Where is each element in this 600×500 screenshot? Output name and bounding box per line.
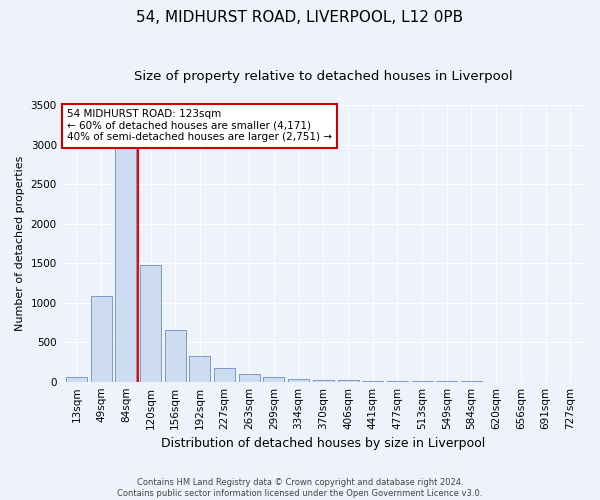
Bar xyxy=(239,374,260,382)
Bar xyxy=(140,264,161,382)
Text: 54, MIDHURST ROAD, LIVERPOOL, L12 0PB: 54, MIDHURST ROAD, LIVERPOOL, L12 0PB xyxy=(136,10,464,25)
X-axis label: Distribution of detached houses by size in Liverpool: Distribution of detached houses by size … xyxy=(161,437,485,450)
Text: Contains HM Land Registry data © Crown copyright and database right 2024.
Contai: Contains HM Land Registry data © Crown c… xyxy=(118,478,482,498)
Bar xyxy=(91,296,112,382)
Bar xyxy=(387,381,408,382)
Y-axis label: Number of detached properties: Number of detached properties xyxy=(15,156,25,331)
Title: Size of property relative to detached houses in Liverpool: Size of property relative to detached ho… xyxy=(134,70,512,83)
Bar xyxy=(263,378,284,382)
Bar xyxy=(288,378,309,382)
Bar xyxy=(313,380,334,382)
Bar xyxy=(190,356,211,382)
Bar xyxy=(165,330,186,382)
Bar xyxy=(338,380,359,382)
Bar xyxy=(362,381,383,382)
Text: 54 MIDHURST ROAD: 123sqm
← 60% of detached houses are smaller (4,171)
40% of sem: 54 MIDHURST ROAD: 123sqm ← 60% of detach… xyxy=(67,109,332,142)
Bar xyxy=(214,368,235,382)
Bar xyxy=(115,140,136,382)
Bar xyxy=(66,378,87,382)
